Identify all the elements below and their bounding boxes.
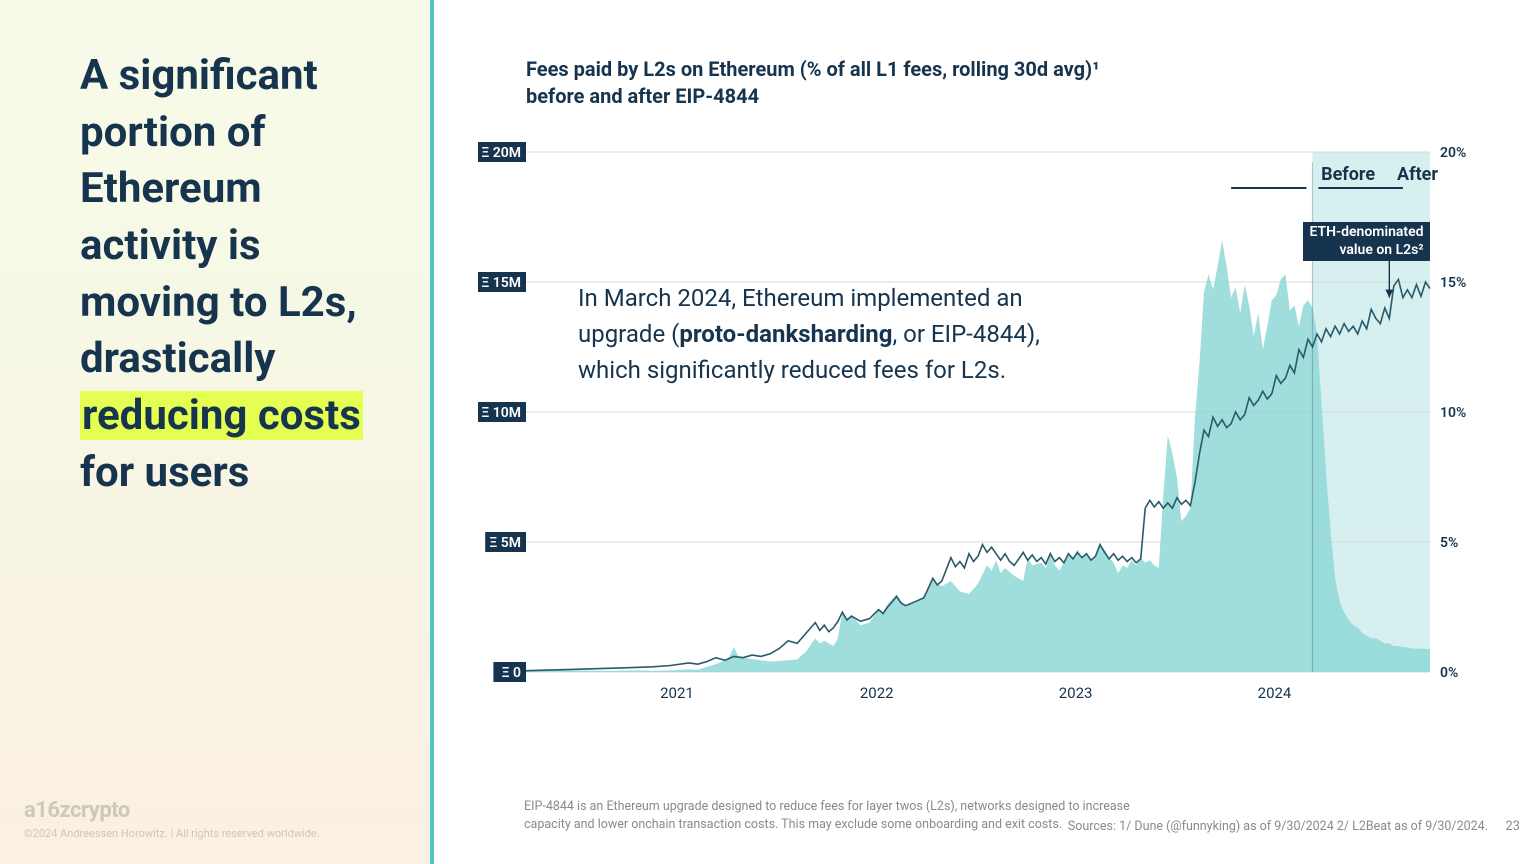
svg-text:10%: 10% bbox=[1440, 405, 1466, 421]
svg-text:2023: 2023 bbox=[1059, 684, 1093, 702]
headline-l6: drastically bbox=[80, 334, 275, 383]
chart: Ξ 0 Ξ 5M Ξ 10M Ξ 15M Ξ 20M 0% 5% 10% 15% 20% 2021 2… bbox=[478, 122, 1478, 712]
svg-text:Ξ 15M: Ξ 15M bbox=[481, 275, 521, 291]
headline-l1: A significant bbox=[80, 51, 318, 100]
left-panel: A significant portion of Ethereum activi… bbox=[0, 0, 434, 864]
headline-l4: activity is bbox=[80, 221, 261, 270]
page-number: 23 bbox=[1505, 819, 1520, 834]
headline-l5: moving to L2s, bbox=[80, 278, 357, 327]
chart-title: Fees paid by L2s on Ethereum (% of all L… bbox=[526, 56, 1492, 110]
chart-title-l1: Fees paid by L2s on Ethereum (% of all L… bbox=[526, 57, 1100, 81]
chart-title-l2: before and after EIP-4844 bbox=[526, 84, 759, 108]
logo: a16zcrypto bbox=[24, 798, 320, 823]
svg-text:5%: 5% bbox=[1440, 535, 1458, 551]
headline-l2: portion of bbox=[80, 108, 266, 157]
svg-text:Ξ 20M: Ξ 20M bbox=[481, 145, 521, 161]
svg-text:2024: 2024 bbox=[1258, 684, 1292, 702]
headline: A significant portion of Ethereum activi… bbox=[80, 48, 386, 502]
svg-text:2021: 2021 bbox=[660, 684, 694, 702]
headline-highlight: reducing costs bbox=[80, 391, 363, 440]
headline-l8: for users bbox=[80, 448, 249, 497]
before-label: Before bbox=[1321, 164, 1375, 185]
svg-text:Ξ 5M: Ξ 5M bbox=[489, 535, 521, 551]
slide: A significant portion of Ethereum activi… bbox=[0, 0, 1536, 864]
annotation-bold: proto-danksharding bbox=[679, 320, 892, 348]
copyright: ©2024 Andreessen Horowitz. | All rights … bbox=[24, 827, 320, 840]
svg-text:Ξ 0: Ξ 0 bbox=[502, 665, 521, 681]
right-panel: Fees paid by L2s on Ethereum (% of all L… bbox=[434, 0, 1536, 864]
svg-text:0%: 0% bbox=[1440, 665, 1458, 681]
after-label: After bbox=[1397, 164, 1438, 185]
sources: Sources: 1/ Dune (@funnyking) as of 9/30… bbox=[1068, 819, 1488, 834]
chart-annotation: In March 2024, Ethereum implemented an u… bbox=[578, 280, 1098, 388]
left-footer: a16zcrypto ©2024 Andreessen Horowitz. | … bbox=[24, 798, 320, 840]
svg-text:20%: 20% bbox=[1440, 145, 1466, 161]
callout-l2: value on L2s² bbox=[1339, 242, 1423, 258]
svg-text:15%: 15% bbox=[1440, 275, 1466, 291]
chart-svg: Ξ 0 Ξ 5M Ξ 10M Ξ 15M Ξ 20M 0% 5% 10% 15% 20% 2021 2… bbox=[478, 122, 1478, 712]
callout-label: ETH-denominated value on L2s² bbox=[1303, 222, 1429, 261]
headline-l3: Ethereum bbox=[80, 164, 262, 213]
svg-text:2022: 2022 bbox=[860, 684, 894, 702]
callout-l1: ETH-denominated bbox=[1309, 224, 1423, 240]
svg-text:Ξ 10M: Ξ 10M bbox=[481, 405, 521, 421]
before-after-legend: Before After bbox=[1321, 164, 1438, 185]
